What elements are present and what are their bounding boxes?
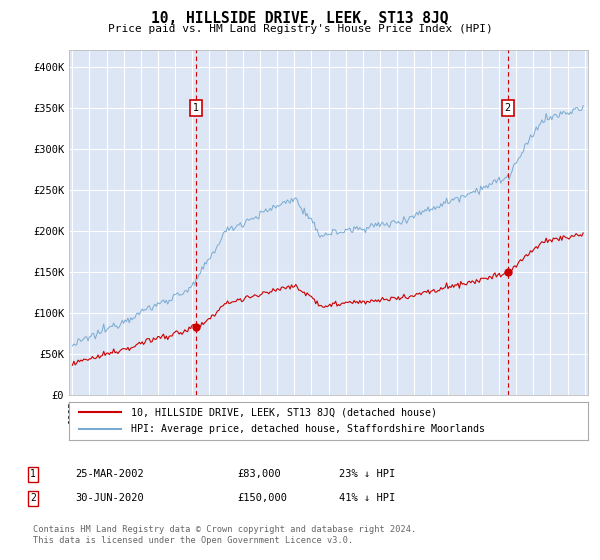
Text: 30-JUN-2020: 30-JUN-2020 <box>75 493 144 503</box>
Text: 2: 2 <box>30 493 36 503</box>
Text: £150,000: £150,000 <box>237 493 287 503</box>
Text: Contains HM Land Registry data © Crown copyright and database right 2024.
This d: Contains HM Land Registry data © Crown c… <box>33 525 416 545</box>
Text: 10, HILLSIDE DRIVE, LEEK, ST13 8JQ (detached house): 10, HILLSIDE DRIVE, LEEK, ST13 8JQ (deta… <box>131 407 437 417</box>
Text: 10, HILLSIDE DRIVE, LEEK, ST13 8JQ: 10, HILLSIDE DRIVE, LEEK, ST13 8JQ <box>151 11 449 26</box>
Text: 23% ↓ HPI: 23% ↓ HPI <box>339 469 395 479</box>
Text: Price paid vs. HM Land Registry's House Price Index (HPI): Price paid vs. HM Land Registry's House … <box>107 24 493 34</box>
Text: 2: 2 <box>505 103 511 113</box>
Text: 25-MAR-2002: 25-MAR-2002 <box>75 469 144 479</box>
Text: HPI: Average price, detached house, Staffordshire Moorlands: HPI: Average price, detached house, Staf… <box>131 424 485 434</box>
Text: 41% ↓ HPI: 41% ↓ HPI <box>339 493 395 503</box>
Text: 1: 1 <box>193 103 199 113</box>
Text: 1: 1 <box>30 469 36 479</box>
Text: £83,000: £83,000 <box>237 469 281 479</box>
